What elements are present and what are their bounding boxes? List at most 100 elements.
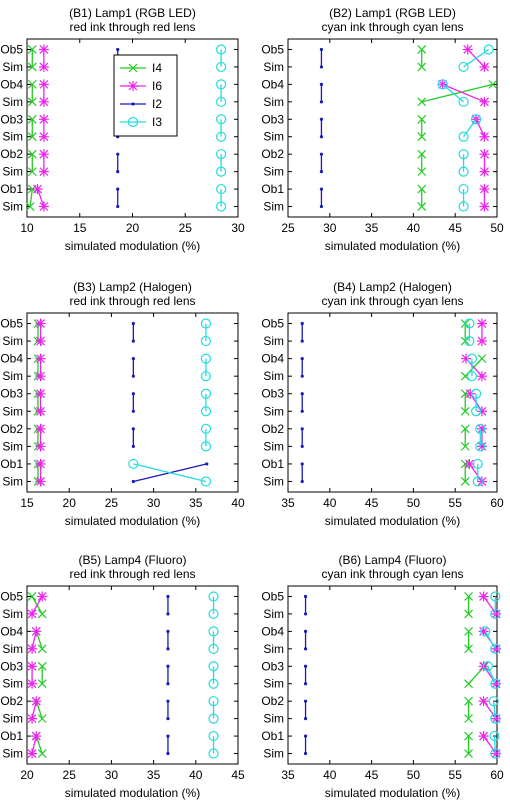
- chart-subtitle: red ink through red lens: [69, 20, 195, 34]
- y-tick-label: Ob3: [0, 112, 23, 126]
- data-point: [458, 201, 469, 212]
- x-tick-label: 45: [365, 768, 379, 782]
- legend-entry-I2: I2: [120, 97, 162, 111]
- data-point: [35, 371, 46, 382]
- x-tick-label: 55: [449, 496, 463, 510]
- x-tick-label: 35: [147, 768, 161, 782]
- data-point: [417, 167, 427, 177]
- data-point: [460, 441, 470, 451]
- data-point: [417, 202, 427, 211]
- y-tick-label: Ob5: [0, 589, 23, 603]
- y-tick-label: Sim: [263, 60, 284, 74]
- data-point: [479, 184, 490, 195]
- x-tick-label: 40: [323, 496, 337, 510]
- y-tick-label: Ob1: [0, 729, 23, 743]
- chart-panel-3: (B3) Lamp2 (Halogen)red ink through red …: [0, 280, 245, 528]
- data-point: [319, 100, 324, 104]
- data-point: [475, 441, 486, 452]
- data-point: [166, 647, 170, 651]
- data-point: [464, 749, 474, 758]
- y-tick-label: Sim: [2, 334, 23, 348]
- y-tick-label: Ob3: [261, 659, 284, 673]
- data-point: [38, 114, 49, 125]
- data-point: [27, 678, 38, 689]
- y-tick-label: Ob4: [0, 352, 23, 366]
- y-tick-label: Sim: [2, 474, 23, 488]
- series-I2: [319, 47, 324, 209]
- chart-title: (B3) Lamp2 (Halogen): [73, 280, 192, 294]
- data-point: [464, 679, 474, 689]
- y-tick-label: Sim: [2, 369, 23, 383]
- series-segment: [31, 701, 37, 719]
- data-point: [35, 406, 46, 417]
- data-point: [38, 201, 49, 212]
- data-point: [476, 336, 487, 347]
- data-point: [319, 82, 324, 86]
- chart-panel-5: (B5) Lamp4 (Fluoro)red ink through red l…: [0, 553, 245, 800]
- data-point: [216, 96, 227, 107]
- chart-panel-6: (B6) Lamp4 (Fluoro)cyan ink through cyan…: [261, 553, 504, 800]
- x-tick-label: 20: [126, 221, 140, 235]
- data-point: [458, 96, 469, 107]
- data-point: [303, 682, 308, 686]
- x-tick-label: 40: [189, 768, 203, 782]
- data-point: [216, 201, 227, 212]
- y-tick-label: Sim: [263, 642, 284, 656]
- chart-title: (B1) Lamp1 (RGB LED): [69, 6, 196, 20]
- data-point: [38, 131, 49, 142]
- y-tick-label: Ob2: [261, 422, 284, 436]
- x-tick-label: 30: [105, 768, 119, 782]
- data-point: [479, 61, 490, 72]
- data-point: [27, 167, 37, 177]
- y-tick-label: Sim: [263, 334, 284, 348]
- y-tick-label: Sim: [2, 404, 23, 418]
- data-point: [38, 149, 49, 160]
- plot-frame: [26, 585, 239, 765]
- data-point: [208, 608, 219, 620]
- data-point: [131, 479, 135, 484]
- data-point: [208, 661, 219, 672]
- data-point: [478, 696, 489, 707]
- x-axis-label: simulated modulation (%): [325, 239, 460, 253]
- data-point: [480, 626, 491, 637]
- data-point: [464, 609, 474, 619]
- data-point: [37, 714, 47, 724]
- data-point: [417, 62, 427, 72]
- data-point: [31, 626, 42, 637]
- data-point: [303, 664, 308, 668]
- chart-subtitle: red ink through red lens: [69, 294, 195, 308]
- data-point: [319, 170, 324, 174]
- data-point: [35, 318, 46, 329]
- series-segment: [463, 118, 477, 138]
- legend-label: I2: [152, 97, 162, 111]
- chart-title: (B6) Lamp4 (Fluoro): [338, 553, 446, 567]
- data-point: [216, 79, 227, 90]
- data-point: [471, 388, 482, 399]
- data-point: [200, 476, 212, 487]
- data-point: [460, 406, 470, 416]
- legend-marker: [131, 102, 135, 106]
- data-point: [208, 696, 219, 707]
- data-point: [27, 661, 38, 672]
- data-point: [417, 97, 427, 107]
- data-point: [490, 591, 501, 602]
- y-tick-label: Sim: [263, 165, 284, 179]
- x-tick-label: 45: [449, 221, 463, 235]
- data-point: [489, 730, 500, 742]
- data-point: [131, 374, 135, 378]
- x-tick-label: 35: [365, 221, 379, 235]
- data-point: [319, 152, 324, 156]
- y-tick-label: Ob5: [261, 42, 284, 56]
- y-tick-label: Sim: [263, 439, 284, 453]
- data-point: [478, 591, 489, 602]
- series-segment: [133, 463, 207, 483]
- data-point: [27, 748, 38, 759]
- data-point: [166, 717, 170, 721]
- x-tick-label: 35: [189, 496, 203, 510]
- data-point: [35, 441, 46, 452]
- y-tick-label: Ob4: [0, 77, 23, 91]
- x-tick-label: 45: [231, 768, 245, 782]
- data-point: [208, 748, 219, 759]
- data-point: [27, 97, 37, 107]
- data-point: [166, 751, 170, 756]
